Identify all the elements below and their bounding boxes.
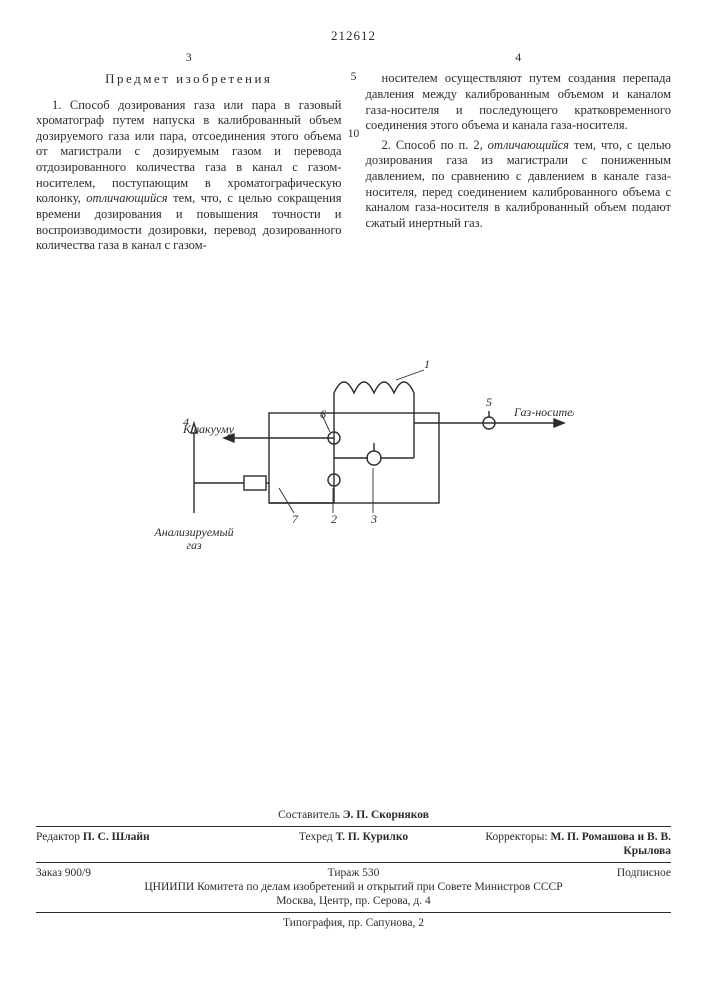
fig-label-carrier: Газ-носитель xyxy=(513,405,574,419)
left-col-num: 3 xyxy=(36,50,342,65)
claim-2-em: отличающийся xyxy=(488,138,569,152)
diagram: 1 2 3 4 5 6 7 К вакууму Газ-носитель Ана… xyxy=(134,318,574,578)
document-number: 212612 xyxy=(36,28,671,44)
claim-1-right: носителем осуществляют путем создания пе… xyxy=(366,71,672,134)
line-num-5: 5 xyxy=(347,70,361,127)
fig-num-1: 1 xyxy=(424,357,430,371)
tech-label: Техред xyxy=(299,831,333,843)
fig-num-7: 7 xyxy=(292,512,299,526)
fig-label-sample-1: Анализируемый xyxy=(153,525,233,539)
corr-label: Корректоры: xyxy=(485,831,547,843)
compiler-label: Составитель xyxy=(278,809,340,821)
editor-label: Редактор xyxy=(36,831,80,843)
divider-2 xyxy=(36,862,671,863)
line-num-10: 10 xyxy=(347,127,361,184)
right-column: 4 носителем осуществляют путем создания … xyxy=(366,50,672,258)
claim-2-p1: 2. Способ по п. 2, xyxy=(382,138,488,152)
fig-num-6: 6 xyxy=(320,407,326,421)
sign: Подписное xyxy=(459,866,671,880)
order: Заказ 900/9 xyxy=(36,866,248,880)
divider-3 xyxy=(36,912,671,913)
org: ЦНИИПИ Комитета по делам изобретений и о… xyxy=(36,880,671,894)
fig-label-sample-2: газ xyxy=(186,538,202,552)
fig-num-2: 2 xyxy=(331,512,337,526)
claim-1-p1: 1. Способ дозирования газа или пара в га… xyxy=(36,98,342,206)
right-col-num: 4 xyxy=(366,50,672,65)
subject-title: Предмет изобретения xyxy=(36,71,342,87)
corr-names: М. П. Ромашова и В. В. Крылова xyxy=(550,831,671,857)
fig-num-3: 3 xyxy=(370,512,377,526)
fig-num-5: 5 xyxy=(486,395,492,409)
claim-1-em: отличающийся xyxy=(86,191,167,205)
tirazh: Тираж 530 xyxy=(248,866,460,880)
claim-1-left: 1. Способ дозирования газа или пара в га… xyxy=(36,98,342,254)
compiler-name: Э. П. Скорняков xyxy=(343,809,429,821)
divider-1 xyxy=(36,826,671,827)
left-column: 3 Предмет изобретения 1. Способ дозирова… xyxy=(36,50,342,258)
footer: Составитель Э. П. Скорняков Редактор П. … xyxy=(36,808,671,930)
addr: Москва, Центр, пр. Серова, д. 4 xyxy=(36,894,671,908)
tech-name: Т. П. Курилко xyxy=(336,831,408,843)
editor-name: П. С. Шлайн xyxy=(83,831,150,843)
line-numbers: 5 10 xyxy=(347,70,361,184)
claim-2: 2. Способ по п. 2, отличающийся тем, что… xyxy=(366,138,672,232)
fig-label-vacuum: К вакууму xyxy=(181,422,234,436)
typo: Типография, пр. Сапунова, 2 xyxy=(36,916,671,930)
